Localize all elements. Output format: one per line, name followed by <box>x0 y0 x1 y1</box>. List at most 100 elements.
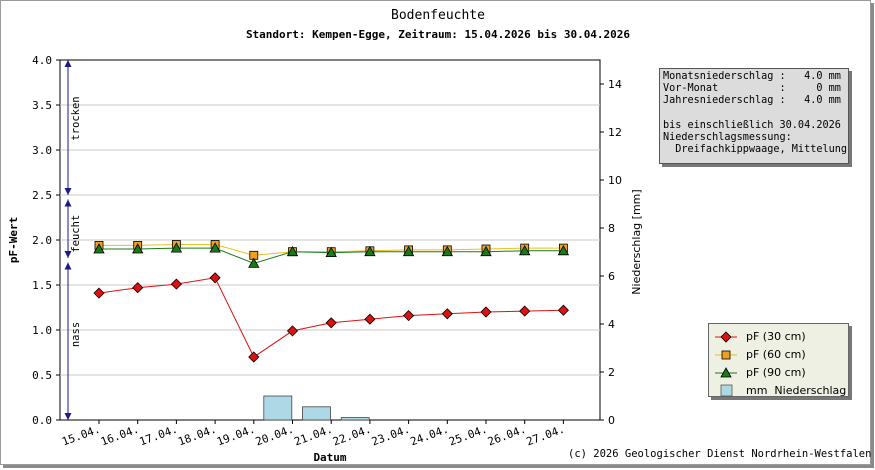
data-point-pf30 <box>170 278 182 290</box>
legend-label: mm Niederschlag <box>746 384 847 397</box>
series-lines <box>93 240 570 363</box>
copyright-notice: (c) 2026 Geologischer Dienst Nordrhein-W… <box>568 448 872 460</box>
data-point-pf90 <box>480 245 492 257</box>
info-line: Monatsniederschlag : 4.0 mm <box>663 71 841 82</box>
data-point-pf90 <box>248 257 260 268</box>
red-diamond-marker-icon <box>715 331 737 343</box>
x-tick-label: 24.04. <box>409 423 451 449</box>
left-tick-label: 0.0 <box>32 414 52 427</box>
x-axis-ticks: 15.04.16.04.17.04.18.04.19.04.20.04.21.0… <box>60 420 566 448</box>
zone-arrowhead <box>64 413 72 420</box>
right-tick-label: 10 <box>608 174 622 187</box>
data-point-pf90 <box>170 242 183 253</box>
data-point-pf30 <box>403 310 415 322</box>
data-point-pf90 <box>402 245 415 257</box>
x-tick-label: 22.04. <box>331 423 373 449</box>
zone-arrowhead <box>64 60 72 67</box>
left-tick-label: 2.0 <box>32 234 52 247</box>
right-tick-label: 0 <box>608 414 615 427</box>
zone-arrowhead <box>64 251 72 258</box>
info-line <box>663 108 848 120</box>
x-tick-label: 15.04. <box>60 423 102 449</box>
legend-label: pF (30 cm) <box>746 330 806 343</box>
info-line: bis einschließlich 30.04.2026 <box>663 119 841 131</box>
right-axis-ticks: 0 2 4 6 8 10 12 14 <box>600 78 622 427</box>
x-tick-label: 27.04. <box>525 423 567 449</box>
zone-arrowhead <box>64 188 72 195</box>
data-point-pf30 <box>248 351 260 363</box>
legend-label: pF (90 cm) <box>746 366 806 379</box>
data-point-pf90 <box>441 245 453 257</box>
x-axis-label: Datum <box>313 451 346 464</box>
info-line: Niederschlagsmessung: <box>663 131 792 143</box>
precip-bars <box>263 395 370 421</box>
data-point-pf30 <box>441 308 453 320</box>
chart-subtitle: Standort: Kempen-Egge, Zeitraum: 15.04.2… <box>246 28 630 41</box>
right-tick-label: 12 <box>608 126 622 139</box>
left-tick-label: 1.0 <box>32 324 52 337</box>
x-tick-label: 16.04. <box>99 423 141 449</box>
left-tick-label: 3.5 <box>32 99 52 112</box>
precipitation-info-box: Monatsniederschlag : 4.0 mm Vor-Monat : … <box>659 68 849 164</box>
data-point-pf30 <box>557 304 569 316</box>
data-point-pf30 <box>286 325 299 337</box>
left-tick-label: 3.0 <box>32 144 52 157</box>
right-tick-label: 14 <box>608 78 622 91</box>
data-point-pf30 <box>364 313 376 325</box>
data-point-pf30 <box>93 287 105 299</box>
data-point-pf90 <box>286 245 299 257</box>
left-tick-label: 4.0 <box>32 54 52 67</box>
chart-title: Bodenfeuchte <box>391 8 485 23</box>
x-tick-label: 17.04. <box>138 423 180 449</box>
zone-label: trocken <box>70 96 82 140</box>
x-tick-label: 23.04. <box>370 423 412 449</box>
grid-lines <box>60 104 600 376</box>
x-tick-label: 18.04. <box>176 423 218 449</box>
precip-bar <box>302 406 331 421</box>
info-line: Vor-Monat : 0 mm <box>663 83 841 95</box>
legend-label: pF (60 cm) <box>746 348 806 361</box>
data-point-pf30 <box>132 282 144 294</box>
left-tick-label: 1.5 <box>32 279 52 292</box>
data-point-pf30 <box>325 317 337 329</box>
info-line: Jahresniederschlag : 4.0 mm <box>663 95 841 107</box>
y-axis-label: pF-Wert <box>7 217 20 263</box>
chart-legend: pF (30 cm) pF (60 cm) pF (90 cm) mm Nied… <box>708 323 849 397</box>
legend-item-pf60: pF (60 cm) <box>715 347 849 363</box>
data-point-pf90 <box>209 242 221 253</box>
y2-axis-label: Niederschlag [mm] <box>630 189 643 294</box>
lightblue-bar-icon <box>720 384 733 397</box>
zone-arrowhead <box>64 262 72 270</box>
data-point-pf30 <box>519 305 531 317</box>
left-axis-ticks: 0.0 0.5 1.0 1.5 2.0 2.5 3.0 3.5 4.0 <box>32 54 60 427</box>
data-point-pf90 <box>364 245 376 257</box>
green-triangle-marker-icon <box>715 367 737 378</box>
data-point-pf90 <box>519 244 531 256</box>
right-tick-label: 2 <box>608 366 615 379</box>
legend-item-precip: mm Niederschlag <box>715 383 849 399</box>
zone-label: feucht <box>70 215 82 253</box>
x-tick-label: 21.04. <box>292 423 334 449</box>
orange-square-marker-icon <box>715 350 737 360</box>
data-point-pf90 <box>325 246 337 258</box>
right-tick-label: 4 <box>608 318 615 331</box>
x-tick-label: 20.04. <box>254 423 296 449</box>
data-point-pf90 <box>132 243 144 254</box>
zone-label: nass <box>70 322 82 347</box>
right-tick-label: 8 <box>608 222 615 235</box>
x-tick-label: 26.04. <box>486 423 528 449</box>
zone-arrowhead <box>64 199 72 207</box>
right-tick-label: 6 <box>608 270 615 283</box>
legend-item-pf30: pF (30 cm) <box>715 329 849 345</box>
left-tick-label: 2.5 <box>32 189 52 202</box>
left-tick-label: 0.5 <box>32 369 52 382</box>
data-point-pf30 <box>480 306 492 318</box>
data-point-pf90 <box>93 243 105 254</box>
data-point-pf30 <box>209 272 221 284</box>
x-tick-label: 25.04. <box>447 423 489 449</box>
zone-indicators: trocken feucht nass <box>64 60 82 420</box>
data-point-pf90 <box>557 244 570 256</box>
info-line: Dreifachkippwaage, Mittelung <box>663 144 848 156</box>
precip-bar <box>263 395 293 421</box>
